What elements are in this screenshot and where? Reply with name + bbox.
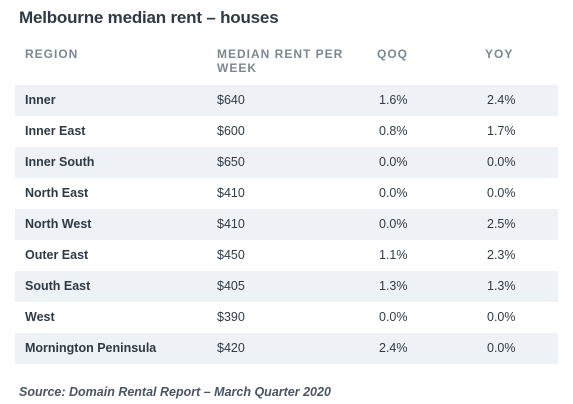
yoy-cell: 1.3%: [487, 279, 516, 293]
yoy-cell: 2.5%: [487, 217, 516, 231]
rent-cell: $410: [217, 186, 245, 200]
yoy-cell: 0.0%: [487, 310, 516, 324]
table-row: Inner South $650 0.0% 0.0%: [15, 147, 558, 178]
rent-cell: $410: [217, 217, 245, 231]
qoq-cell: 1.1%: [379, 248, 408, 262]
qoq-cell: 0.8%: [379, 124, 408, 138]
qoq-cell: 0.0%: [379, 186, 408, 200]
page-title: Melbourne median rent – houses: [19, 8, 279, 27]
yoy-cell: 0.0%: [487, 341, 516, 355]
rent-cell: $405: [217, 279, 245, 293]
qoq-cell: 1.6%: [379, 93, 408, 107]
qoq-cell: 2.4%: [379, 341, 408, 355]
table-row: Outer East $450 1.1% 2.3%: [15, 240, 558, 271]
yoy-cell: 0.0%: [487, 155, 516, 169]
rent-cell: $600: [217, 124, 245, 138]
table-row: North East $410 0.0% 0.0%: [15, 178, 558, 209]
region-cell: Mornington Peninsula: [25, 341, 157, 355]
column-header-qoq: QOQ: [377, 47, 409, 61]
yoy-cell: 1.7%: [487, 124, 516, 138]
qoq-cell: 0.0%: [379, 217, 408, 231]
table-row: South East $405 1.3% 1.3%: [15, 271, 558, 302]
rent-cell: $650: [217, 155, 245, 169]
table-row: Inner $640 1.6% 2.4%: [15, 85, 558, 116]
region-cell: Inner South: [25, 155, 95, 169]
yoy-cell: 0.0%: [487, 186, 516, 200]
source-note: Source: Domain Rental Report – March Qua…: [19, 385, 331, 399]
yoy-cell: 2.4%: [487, 93, 516, 107]
table-row: Inner East $600 0.8% 1.7%: [15, 116, 558, 147]
region-cell: North East: [25, 186, 89, 200]
column-header-rent: MEDIAN RENT PER WEEK: [217, 47, 344, 75]
yoy-cell: 2.3%: [487, 248, 516, 262]
rent-cell: $390: [217, 310, 245, 324]
qoq-cell: 1.3%: [379, 279, 408, 293]
table-header: REGION MEDIAN RENT PER WEEK QOQ YOY: [15, 39, 558, 85]
column-header-yoy: YOY: [485, 47, 514, 61]
region-cell: Outer East: [25, 248, 89, 262]
rent-cell: $450: [217, 248, 245, 262]
column-header-region: REGION: [25, 47, 79, 61]
table-row: Mornington Peninsula $420 2.4% 0.0%: [15, 333, 558, 364]
qoq-cell: 0.0%: [379, 155, 408, 169]
region-cell: West: [25, 310, 55, 324]
table-row: West $390 0.0% 0.0%: [15, 302, 558, 333]
region-cell: North West: [25, 217, 92, 231]
qoq-cell: 0.0%: [379, 310, 408, 324]
rent-cell: $640: [217, 93, 245, 107]
region-cell: South East: [25, 279, 91, 293]
table-row: North West $410 0.0% 2.5%: [15, 209, 558, 240]
rent-cell: $420: [217, 341, 245, 355]
region-cell: Inner East: [25, 124, 86, 138]
region-cell: Inner: [25, 93, 56, 107]
rent-table: REGION MEDIAN RENT PER WEEK QOQ YOY Inne…: [15, 39, 558, 364]
